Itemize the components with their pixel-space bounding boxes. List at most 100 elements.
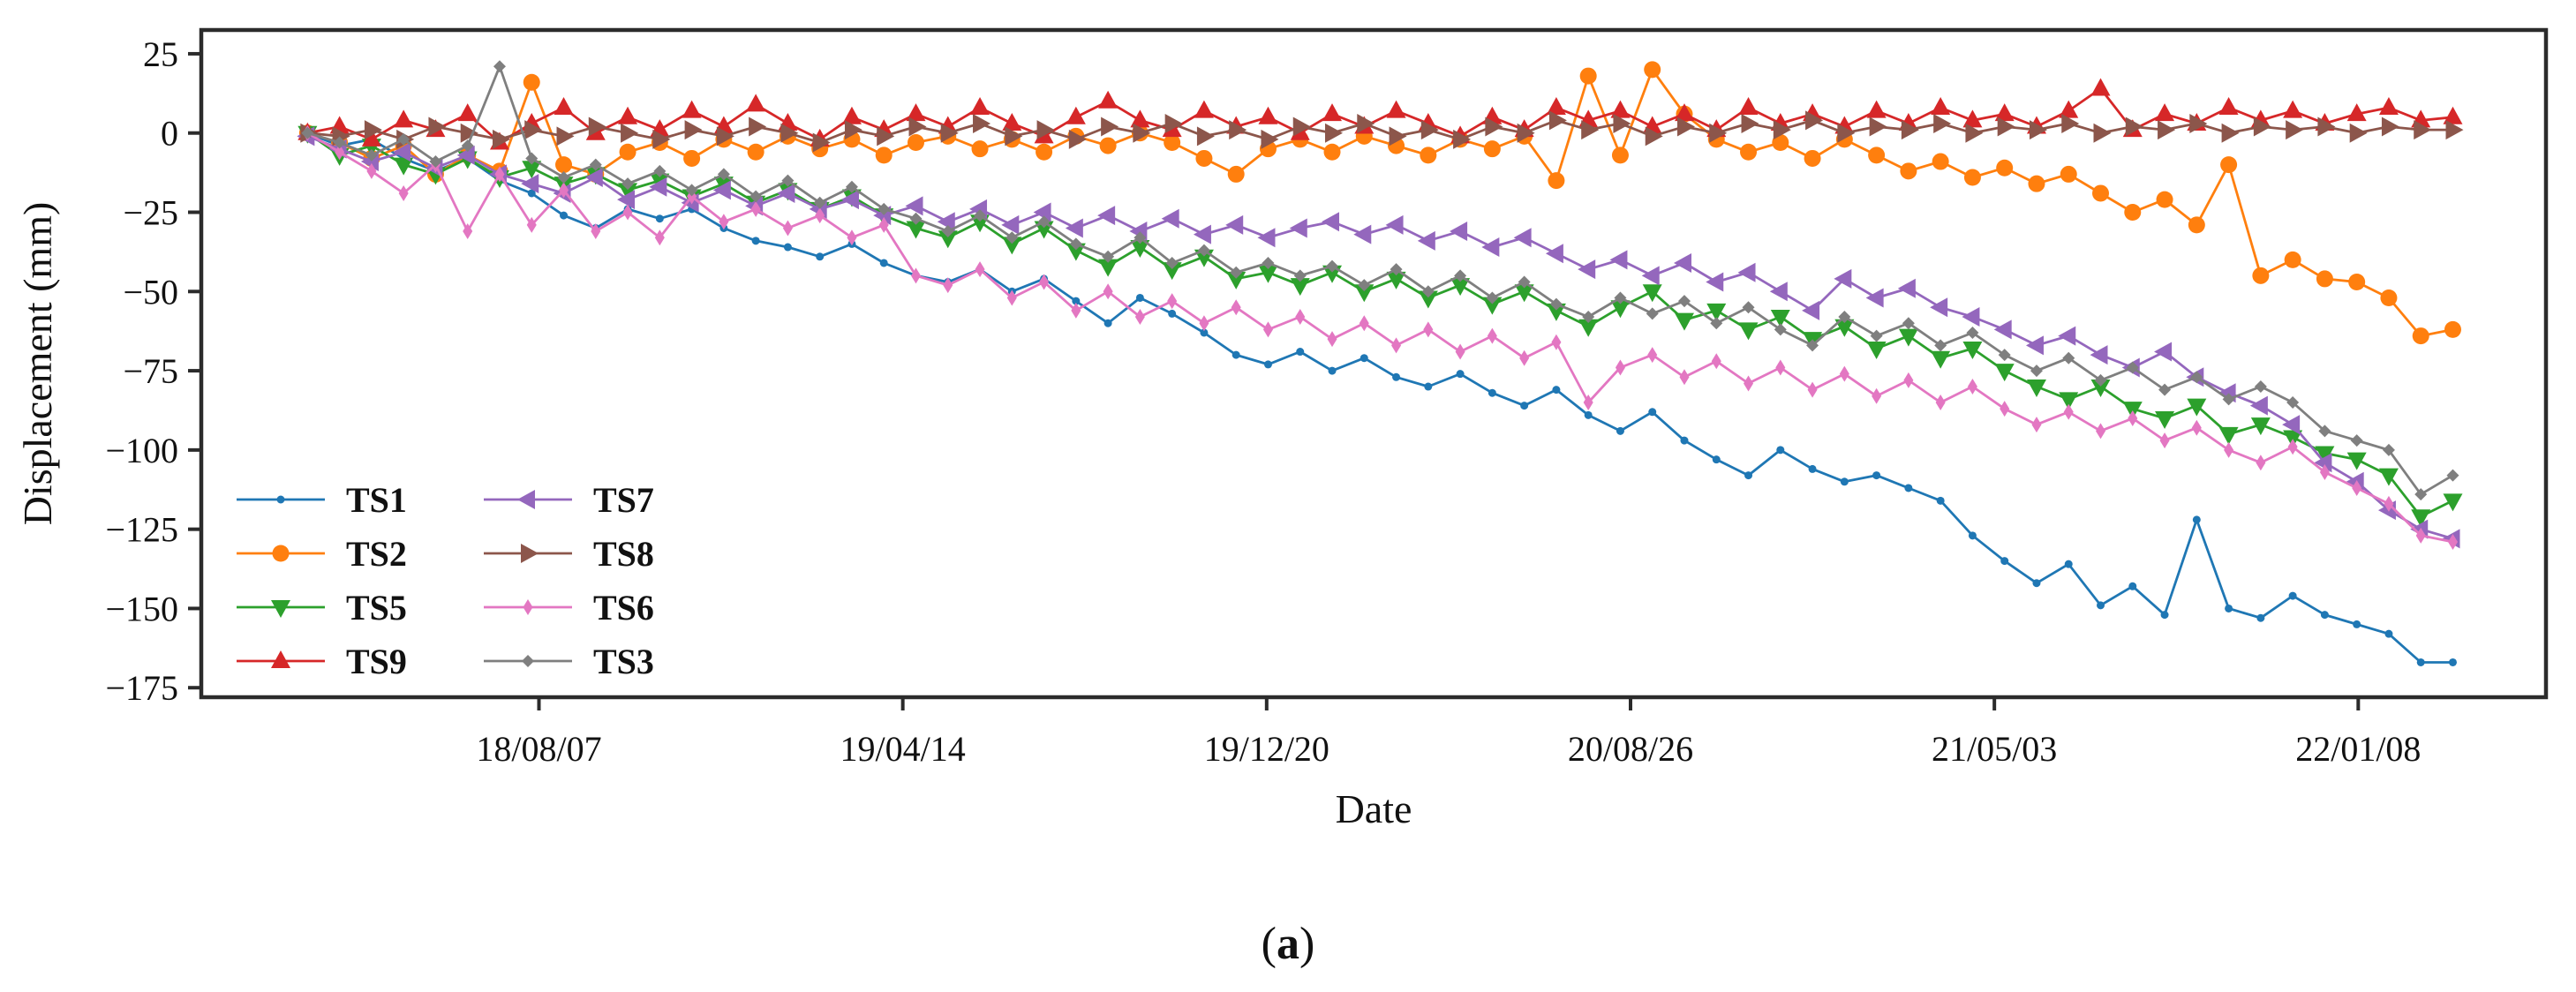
marker-TS7 [937,212,955,232]
marker-TS2 [2028,175,2045,192]
marker-TS3 [685,184,698,197]
marker-TS8 [2029,120,2047,140]
marker-TS1 [1200,328,1209,337]
marker-TS3 [2158,383,2172,396]
marker-TS9 [2090,78,2111,96]
marker-TS5 [1994,364,2015,382]
marker-TS7 [1353,224,1372,244]
marker-TS6 [815,207,825,224]
marker-TS1 [655,214,664,223]
marker-TS5 [1898,328,1918,347]
marker-TS7 [1385,214,1404,235]
marker-TS9 [1962,109,1983,128]
marker-TS5 [2090,380,2111,398]
marker-TS2 [1868,147,1886,164]
marker-TS2 [1611,147,1629,164]
series-TS9 [298,78,2463,150]
marker-TS3 [974,209,987,222]
legend-label-TS6: TS6 [593,588,654,628]
marker-TS1 [1135,293,1144,302]
marker-TS7 [905,196,923,216]
y-tick-label: −150 [105,589,178,628]
y-tick-label: −50 [123,272,178,312]
marker-TS2 [907,133,924,151]
marker-TS8 [1101,116,1119,137]
marker-TS3 [1165,256,1179,269]
marker-TS1 [2448,658,2457,666]
marker-TS9 [1386,100,1406,118]
marker-TS8 [780,123,799,143]
marker-TS5 [1931,350,1951,369]
marker-TS2 [2156,191,2173,208]
marker-TS2 [1644,61,1661,79]
marker-TS3 [781,174,795,187]
marker-TS3 [813,196,826,209]
marker-TS5 [2315,446,2335,464]
marker-TS8 [460,123,478,143]
marker-TS3 [493,60,506,73]
marker-TS5 [1770,310,1790,328]
marker-TS1 [1488,388,1496,397]
marker-TS6 [622,204,633,221]
marker-TS8 [2158,120,2176,140]
marker-TS7 [2058,326,2076,346]
marker-TS2 [1579,67,1597,85]
marker-TS9 [2059,100,2079,118]
marker-TS7 [393,142,411,162]
marker-TS7 [1930,297,1948,318]
marker-TS1 [1232,350,1240,359]
marker-TS6 [1807,381,1818,398]
marker-TS3 [1710,317,1723,330]
marker-TS8 [1933,113,1952,133]
marker-TS7 [1737,262,1756,282]
marker-TS5 [2411,509,2431,528]
marker-TS6 [1711,353,1721,370]
marker-TS7 [1450,222,1468,242]
series-TS8 [300,110,2464,153]
marker-TS6 [1071,302,1081,319]
marker-TS3 [1742,301,1755,314]
marker-TS6 [2447,534,2458,551]
marker-TS1 [1520,402,1529,410]
marker-TS9 [1130,109,1150,128]
legend-item-TS6: TS6 [484,588,654,628]
marker-TS6 [1935,394,1946,410]
marker-TS1 [2000,557,2009,566]
legend-item-TS1: TS1 [237,480,407,520]
marker-TS6 [2063,403,2074,420]
marker-TS9 [554,96,574,115]
marker-TS3 [1518,275,1531,289]
marker-TS1 [2064,560,2073,568]
marker-TS8 [2381,116,2399,137]
marker-TS2 [1420,147,1437,164]
marker-TS3 [1454,269,1467,282]
legend-label-TS3: TS3 [593,642,654,681]
marker-TS8 [492,129,510,149]
marker-TS7 [1513,228,1532,248]
marker-TS7 [2249,395,2268,416]
marker-TS8 [1261,129,1279,149]
marker-TS5 [2155,410,2175,429]
marker-TS1 [1424,382,1433,391]
marker-TS2 [1900,162,1917,180]
marker-TS8 [844,120,862,140]
marker-TS3 [653,164,667,177]
marker-TS1 [2225,604,2233,612]
marker-TS5 [1450,278,1471,297]
marker-TS1 [1456,370,1465,379]
marker-TS1 [1648,408,1657,417]
marker-TS9 [906,103,926,122]
marker-TS5 [1578,319,1599,337]
marker-TS5 [2250,417,2271,436]
marker-TS3 [1966,326,1979,339]
legend-marker-TS1 [276,495,285,504]
marker-TS7 [521,174,539,194]
marker-TS3 [1582,311,1595,324]
marker-TS1 [879,259,888,267]
y-tick-label: 0 [161,114,178,154]
marker-TS8 [1068,129,1087,149]
marker-TS9 [618,106,638,124]
marker-TS9 [746,94,766,112]
marker-TS1 [1712,455,1721,464]
